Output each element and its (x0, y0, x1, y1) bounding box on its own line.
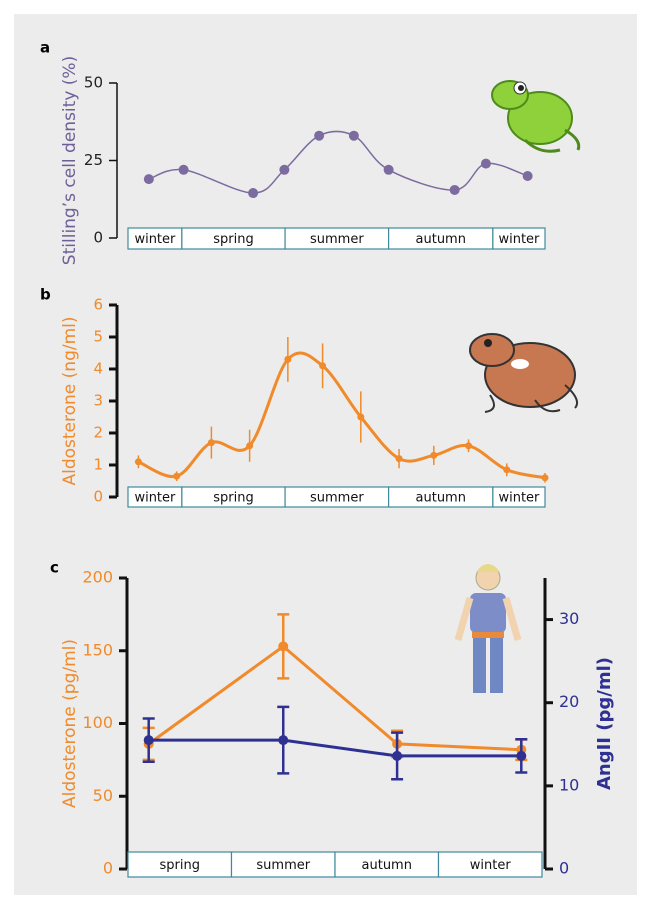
y-tick-label: 0 (93, 488, 103, 506)
y-tick-label: 25 (84, 151, 103, 169)
data-point (465, 442, 473, 450)
panel-label: b (40, 286, 51, 304)
season-label: spring (213, 232, 253, 247)
data-point (522, 171, 533, 181)
season-label: spring (213, 491, 253, 506)
human-illustration (454, 564, 522, 693)
season-label: winter (498, 491, 540, 506)
panel-label: a (40, 39, 50, 57)
y-tick-label: 5 (93, 328, 103, 346)
panel-label: c (50, 559, 59, 577)
season-label: summer (256, 858, 310, 873)
data-point (278, 735, 289, 746)
y-tick-label: 150 (82, 640, 113, 659)
series-line (148, 130, 528, 194)
data-point (173, 472, 181, 480)
y-tick-label: 200 (82, 568, 113, 587)
data-point (314, 130, 325, 141)
y-tick-label: 50 (93, 786, 113, 805)
data-point (480, 158, 491, 169)
data-point (246, 442, 254, 450)
season-label: winter (134, 232, 176, 247)
data-point (143, 174, 154, 185)
data-point (392, 750, 403, 761)
data-point (178, 164, 189, 175)
data-point (348, 130, 359, 141)
season-label: winter (498, 232, 540, 247)
season-label: spring (160, 858, 200, 873)
data-point (284, 355, 292, 363)
season-label: summer (310, 232, 364, 247)
season-band (492, 486, 546, 508)
season-band (127, 851, 233, 878)
season-band (492, 227, 546, 250)
data-point (143, 735, 154, 746)
y-axis-label: Aldosterone (pg/ml) (60, 639, 80, 808)
data-point (449, 184, 460, 195)
y-axis-label: Stilling’s cell density (%) (60, 56, 80, 265)
data-point (430, 451, 438, 459)
season-band (437, 851, 543, 878)
y-tick-label: 6 (93, 296, 103, 314)
season-label: winter (134, 491, 176, 506)
y-tick-label: 0 (103, 859, 113, 878)
series-line (147, 644, 522, 752)
data-point (279, 164, 290, 175)
data-point (319, 362, 327, 370)
data-point (134, 458, 142, 466)
data-point (357, 413, 365, 421)
season-band (230, 851, 336, 878)
data-point (278, 641, 289, 652)
season-label: autumn (416, 232, 466, 247)
y-tick-label: 0 (93, 229, 103, 247)
y2-tick-label: 10 (559, 775, 579, 794)
data-point (383, 164, 394, 175)
data-point (395, 455, 403, 463)
season-label: summer (310, 491, 364, 506)
y-tick-label: 4 (93, 360, 103, 378)
data-point (248, 188, 259, 199)
y2-tick-label: 0 (559, 859, 569, 878)
y-axis-label: Aldosterone (ng/ml) (60, 316, 80, 485)
y2-axis-label: AngII (pg/ml) (594, 657, 615, 790)
season-label: autumn (362, 858, 412, 873)
y2-tick-label: 30 (559, 609, 579, 628)
series-line (148, 738, 522, 758)
y-tick-label: 2 (93, 424, 103, 442)
data-point (503, 466, 511, 474)
season-label: winter (470, 858, 512, 873)
data-point (516, 750, 527, 761)
season-label: autumn (416, 491, 466, 506)
y-tick-label: 3 (93, 392, 103, 410)
y-tick-label: 50 (84, 74, 103, 92)
y2-tick-label: 20 (559, 692, 579, 711)
data-point (541, 474, 549, 482)
y-tick-label: 1 (93, 456, 103, 474)
data-point (207, 439, 215, 447)
frog-illustration (491, 80, 581, 153)
y-tick-label: 100 (82, 713, 113, 732)
toad-illustration (469, 333, 578, 413)
